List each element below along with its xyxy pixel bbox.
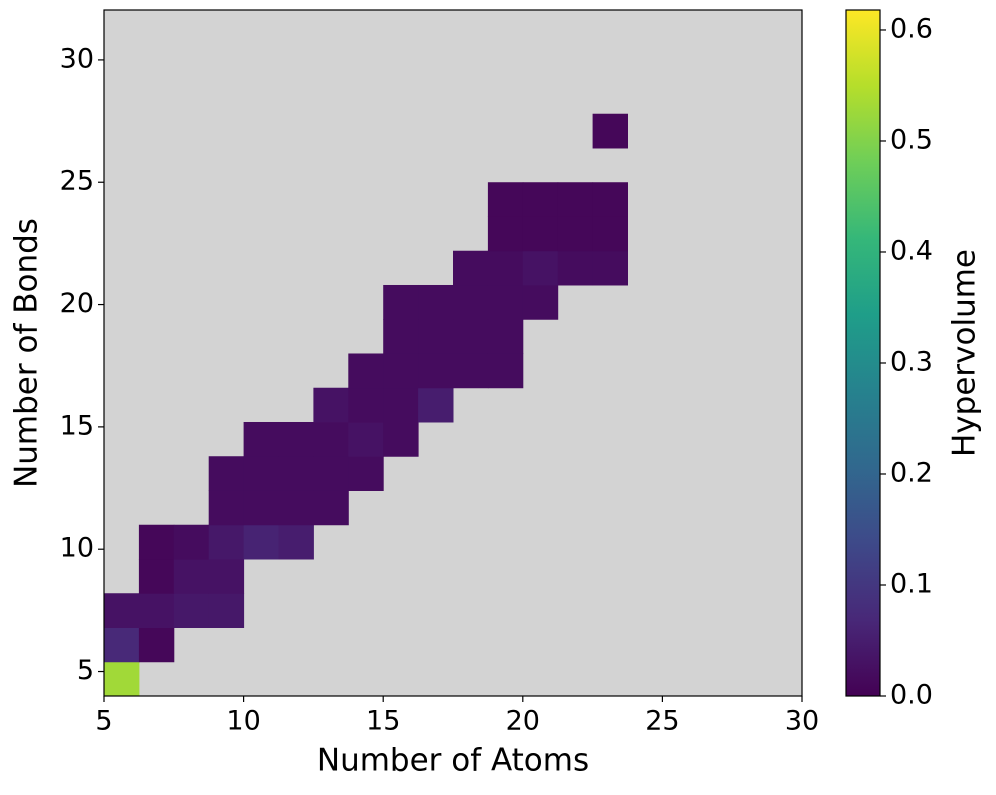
heatmap-cell [383, 284, 419, 320]
heatmap-cell [348, 456, 384, 491]
heatmap-cell [487, 250, 524, 286]
heatmap-cell [557, 182, 594, 217]
heatmap-cell [313, 421, 349, 457]
heatmap-cell [418, 353, 454, 389]
heatmap-cell [348, 421, 384, 457]
heatmap-cell [313, 387, 349, 423]
heatmap-cell [487, 284, 524, 320]
heatmap-cell [278, 421, 314, 457]
heatmap-cell [453, 319, 489, 354]
x-tick-label: 20 [506, 706, 540, 737]
heatmap-cell [243, 456, 279, 491]
heatmap-cell [592, 113, 628, 149]
x-tick-label: 30 [785, 706, 819, 737]
heatmap-cell [383, 387, 419, 423]
heatmap-cell [592, 182, 628, 217]
heatmap-cell [383, 353, 419, 389]
heatmap-cell [208, 593, 245, 628]
heatmap-cell [487, 353, 524, 389]
heatmap-cell [313, 490, 349, 526]
y-axis-label: Number of Bonds [9, 218, 45, 488]
heatmap-cell [453, 284, 489, 320]
heatmap-cell [208, 558, 245, 594]
heatmap-cell [243, 524, 279, 560]
heatmap-cell [557, 216, 594, 252]
heatmap-cell [418, 387, 454, 423]
heatmap-cell [104, 627, 140, 663]
heatmap-cell [522, 216, 559, 252]
colorbar-tick-label: 0.3 [890, 346, 933, 377]
heatmap-cell [487, 216, 524, 252]
heatmap-cell [383, 421, 419, 457]
heatmap-cell [208, 490, 245, 526]
heatmap-cell [278, 490, 314, 526]
colorbar-tick-label: 0.6 [890, 13, 933, 44]
y-tick-label: 5 [77, 655, 94, 686]
heatmap-cell [557, 250, 594, 286]
heatmap-cell [208, 524, 245, 560]
heatmap-cell [592, 216, 628, 252]
x-tick-label: 5 [95, 706, 112, 737]
colorbar-label: Hypervolume [947, 249, 983, 457]
heatmap-cell [138, 627, 175, 663]
heatmap-cell [418, 319, 454, 354]
heatmap-cell [104, 661, 140, 697]
colorbar-tick-label: 0.0 [890, 680, 933, 711]
heatmap-cell [522, 284, 559, 320]
y-tick-label: 20 [60, 288, 94, 319]
x-tick-label: 10 [226, 706, 260, 737]
heatmap-cell [173, 558, 210, 594]
x-axis-label: Number of Atoms [317, 743, 589, 779]
colorbar-tick-label: 0.5 [890, 124, 933, 155]
x-tick-label: 25 [645, 706, 679, 737]
heatmap-cell [278, 456, 314, 491]
colorbar-tick-label: 0.1 [890, 568, 933, 599]
heatmap-cell [487, 319, 524, 354]
heatmap-cell [278, 524, 314, 560]
heatmap-cell [104, 593, 140, 628]
heatmap-cell [522, 250, 559, 286]
colorbar [845, 9, 881, 697]
plot-frame [103, 9, 803, 697]
heatmap-cell [243, 490, 279, 526]
heatmap-cell [487, 182, 524, 217]
heatmap-cell [592, 250, 628, 286]
colorbar-tick-label: 0.2 [890, 457, 933, 488]
y-tick-label: 15 [60, 410, 94, 441]
heatmap-cell [418, 284, 454, 320]
y-tick-label: 10 [60, 533, 94, 564]
colorbar-tick-label: 0.4 [890, 235, 933, 266]
heatmap-cell [348, 353, 384, 389]
heatmap-cell [138, 558, 175, 594]
heatmap-cell [313, 456, 349, 491]
heatmap-cell [453, 250, 489, 286]
heatmap-cell [522, 182, 559, 217]
heatmap-cell [243, 421, 279, 457]
heatmap-cell [138, 593, 175, 628]
y-tick-label: 25 [60, 166, 94, 197]
heatmap-cell [173, 524, 210, 560]
heatmap-cell [348, 387, 384, 423]
heatmap-cell [383, 319, 419, 354]
heatmap-cell [208, 456, 245, 491]
heatmap-cell [173, 593, 210, 628]
heatmap-cell [453, 353, 489, 389]
heatmap-cell [138, 524, 175, 560]
x-tick-label: 15 [366, 706, 400, 737]
y-tick-label: 30 [60, 43, 94, 74]
